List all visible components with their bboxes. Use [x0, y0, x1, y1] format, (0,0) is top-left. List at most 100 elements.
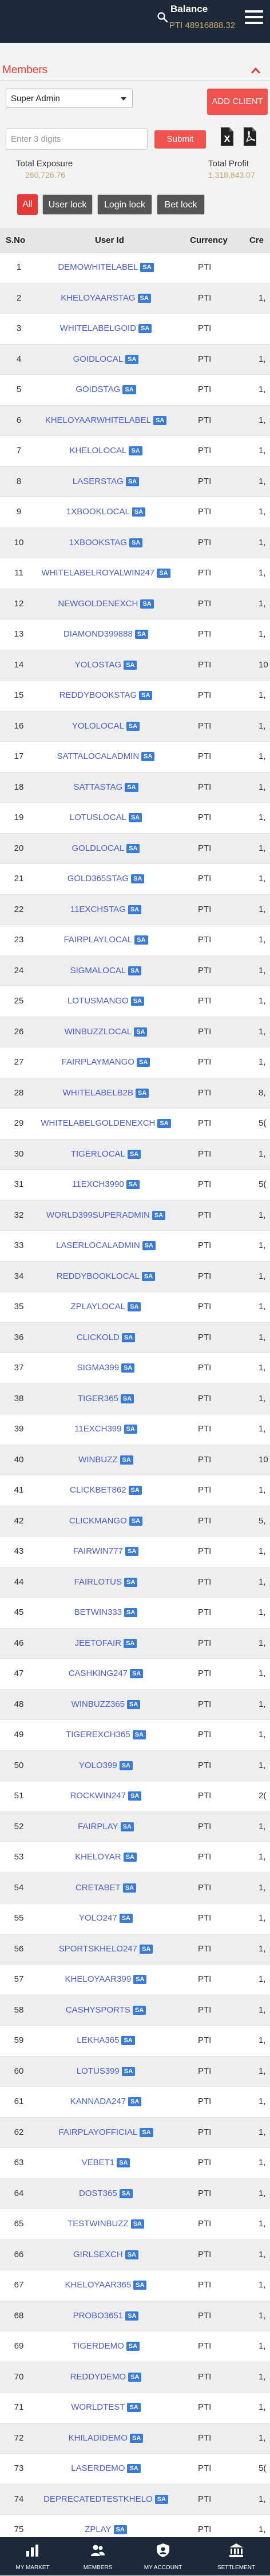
row-user-id-link[interactable]: FAIRPLAYLOCAL — [63, 935, 132, 945]
row-user-id-link[interactable]: SIGMALOCAL — [70, 966, 126, 975]
row-user-id-link[interactable]: DIAMOND399888 — [63, 629, 133, 639]
row-user-id-link[interactable]: GOLD365STAG — [68, 874, 129, 883]
row-user-id-link[interactable]: YOLO247 — [79, 1913, 117, 1923]
row-user-id-link[interactable]: CASHKING247 — [69, 1669, 128, 1678]
row-user-id-link[interactable]: YOLO399 — [79, 1761, 117, 1770]
hamburger-menu-icon[interactable] — [245, 10, 263, 25]
row-user-id-link[interactable]: ROCKWIN247 — [70, 1791, 126, 1801]
row-user-id-link[interactable]: LASERDEMO — [71, 2463, 125, 2473]
row-user-id-link[interactable]: ZPLAYLOCAL — [71, 1302, 126, 1311]
row-user-id-link[interactable]: 11EXCH3990 — [72, 1179, 124, 1189]
row-user-id-link[interactable]: LOTUS399 — [77, 2066, 120, 2076]
row-user-id-link[interactable]: GIRLSEXCH — [73, 2250, 123, 2259]
row-user-id-link[interactable]: WORLD399SUPERADMIN — [46, 1210, 150, 1220]
row-user-id-link[interactable]: LASERSTAG — [73, 477, 124, 486]
row-user-id-link[interactable]: GOIDSTAG — [76, 385, 120, 394]
row-user-id-link[interactable]: 1XBOOKSTAG — [69, 538, 127, 547]
row-user-id-link[interactable]: FAIRLOTUS — [74, 1577, 122, 1587]
row-user-id-link[interactable]: SATTALOCALADMIN — [57, 751, 140, 761]
row-user-id-link[interactable]: TIGERDEMO — [72, 2341, 124, 2351]
chevron-up-icon[interactable] — [251, 66, 261, 74]
row-user-id-link[interactable]: WHITELABELGOLDENEXCH — [41, 1118, 155, 1128]
row-user-id-link[interactable]: NEWGOLDENEXCH — [58, 599, 138, 609]
row-user-id-link[interactable]: GOIDLOCAL — [73, 354, 124, 364]
row-user-id-link[interactable]: SIGMA399 — [77, 1363, 119, 1373]
row-user-id-link[interactable]: FAIRPLAYMANGO — [62, 1057, 134, 1067]
row-user-id-link[interactable]: KANNADA247 — [70, 2097, 126, 2106]
search-icon[interactable] — [157, 11, 168, 23]
submit-button[interactable]: Submit — [154, 130, 206, 149]
row-user-id-link[interactable]: PROBO3651 — [73, 2311, 124, 2321]
row-user-id-link[interactable]: WINBUZZ — [78, 1455, 117, 1465]
row-user-id-link[interactable]: WORLDTEST — [71, 2402, 125, 2412]
nav-my-market[interactable]: MY MARKET — [6, 2537, 59, 2575]
row-user-id-link[interactable]: LASERLOCALADMIN — [56, 1241, 140, 1250]
row-user-id-link[interactable]: TIGER365 — [78, 1394, 118, 1403]
row-user-id-link[interactable]: KHELOYAARSTAG — [61, 293, 135, 303]
row-user-id-link[interactable]: GOLDLOCAL — [72, 843, 125, 853]
row-user-id-link[interactable]: REDDYDEMO — [70, 2372, 126, 2382]
pdf-export-icon[interactable] — [243, 127, 257, 146]
row-user-id-link[interactable]: KHILADIDEMO — [69, 2433, 128, 2443]
row-user-id-link[interactable]: REDDYBOOKLOCAL — [57, 1271, 140, 1281]
members-panel-header[interactable]: Members — [0, 64, 270, 81]
row-user-id-link[interactable]: BETWIN333 — [74, 1607, 122, 1617]
row-user-id-link[interactable]: LOTUSMANGO — [68, 996, 129, 1006]
row-user-id-link[interactable]: FAIRPLAY — [78, 1822, 118, 1831]
row-user-id-link[interactable]: SPORTSKHELO247 — [59, 1944, 137, 1954]
row-user-id-link[interactable]: KHELOYAAR399 — [65, 1974, 132, 1984]
row-user-id-link[interactable]: JEETOFAIR — [75, 1638, 121, 1648]
add-client-button[interactable]: ADD CLIENT — [207, 89, 268, 115]
digits-input[interactable]: Enter 3 digits — [6, 128, 148, 150]
row-user-id-link[interactable]: TESTWINBUZZ — [68, 2219, 129, 2229]
row-user-id-link[interactable]: REDDYBOOKSTAG — [59, 690, 137, 700]
row-user-id-link[interactable]: FAIRWIN777 — [73, 1546, 123, 1556]
row-user-id-link[interactable]: ZPLAY — [85, 2525, 111, 2534]
role-select[interactable]: Super Admin — [6, 89, 133, 108]
